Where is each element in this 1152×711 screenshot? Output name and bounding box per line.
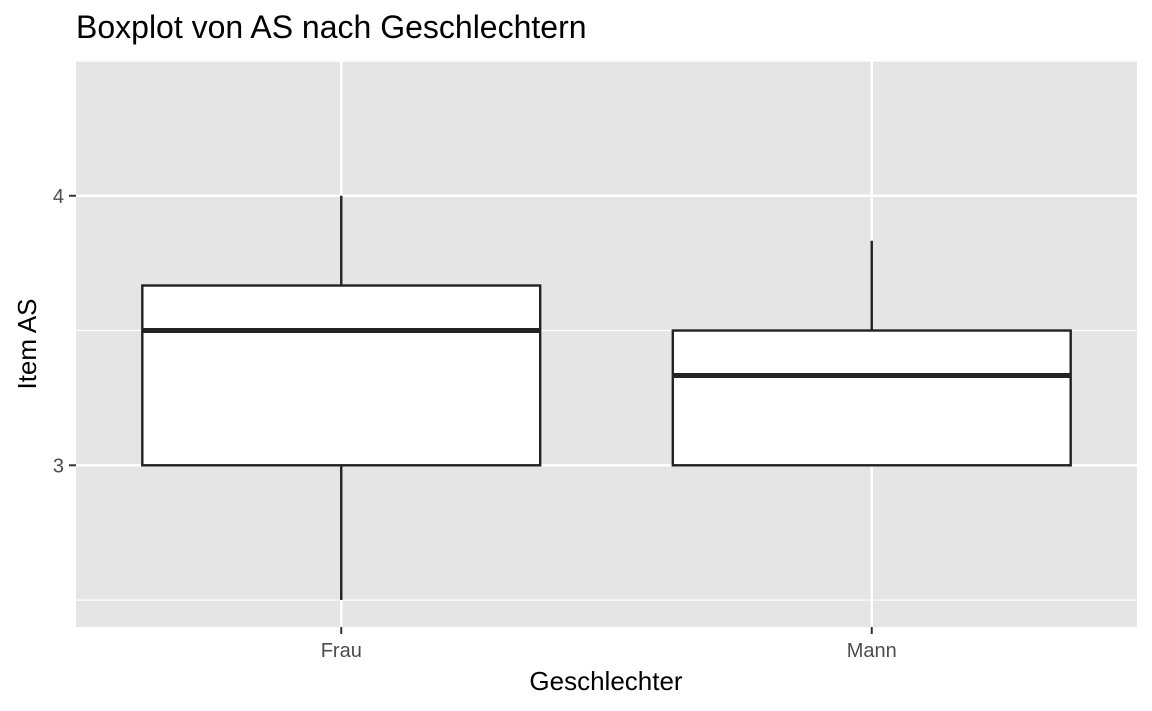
iqr-box	[141, 284, 542, 467]
box-frau	[141, 195, 542, 601]
x-tick-label: Frau	[321, 640, 362, 662]
y-tick-label: 3	[53, 455, 64, 477]
boxes	[141, 195, 1072, 601]
y-axis-title: Item AS	[12, 298, 42, 389]
y-axis: 34	[53, 186, 76, 477]
x-tick-label: Mann	[847, 640, 897, 662]
chart-title: Boxplot von AS nach Geschlechtern	[76, 9, 587, 45]
iqr-box	[671, 329, 1072, 467]
y-tick-label: 4	[53, 186, 64, 208]
x-axis-title: Geschlechter	[529, 666, 683, 696]
box-mann	[671, 240, 1072, 467]
x-axis: Frau Mann	[321, 627, 897, 662]
